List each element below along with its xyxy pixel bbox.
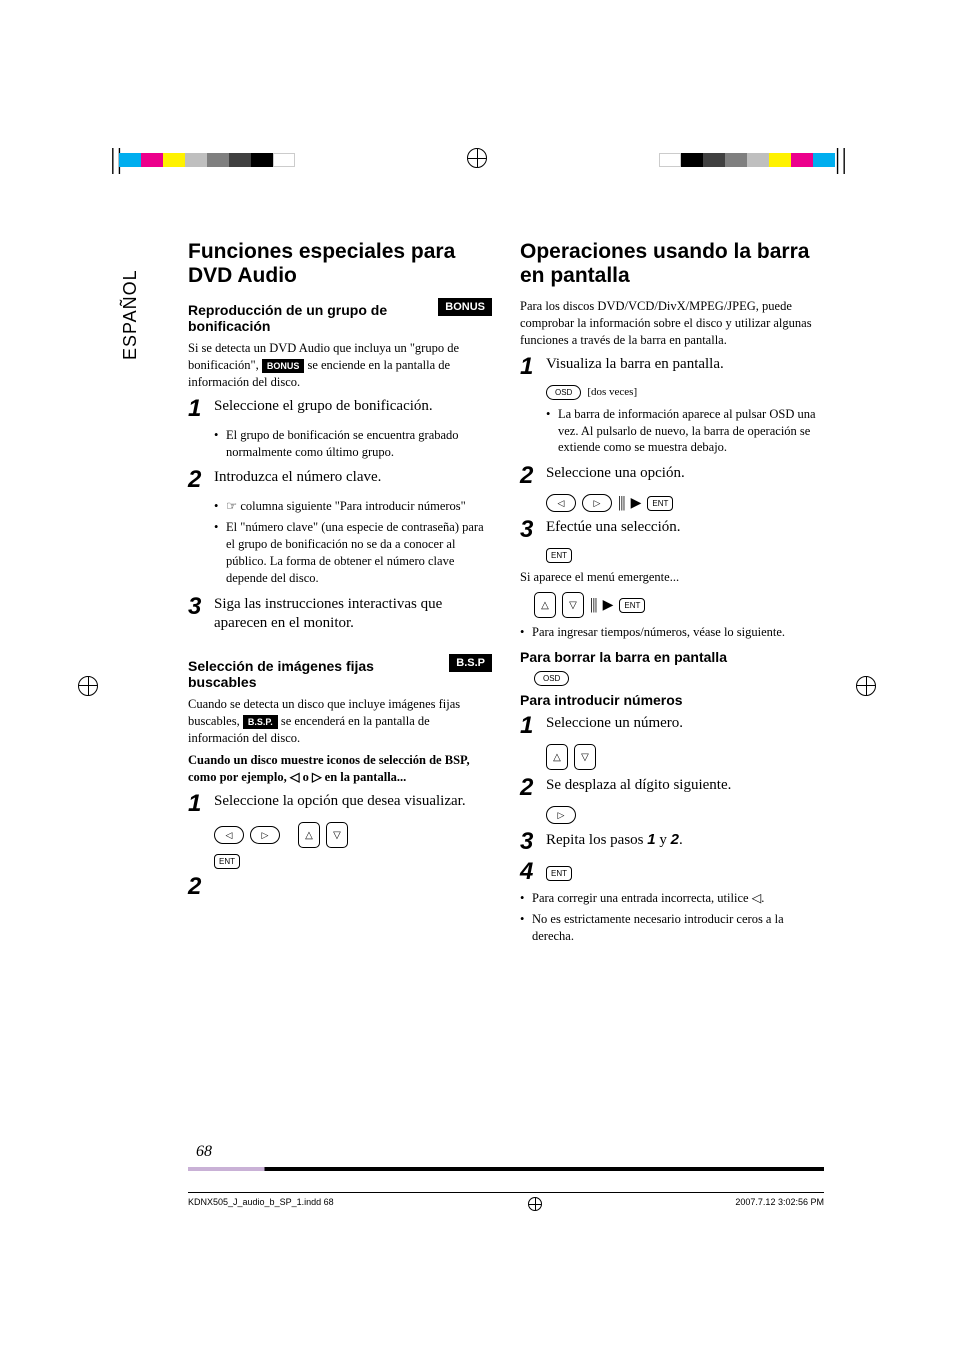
up-button-icon: △: [298, 822, 320, 848]
language-tab: ESPAÑOL: [120, 269, 141, 360]
up-button-icon: △: [546, 744, 568, 770]
registration-mark-left: [78, 676, 98, 696]
crop-lines: | |: [110, 144, 119, 176]
bsp-heading: Selección de imágenes fijas buscables: [188, 658, 441, 690]
color-bar-left: [119, 153, 295, 167]
numbers-heading: Para introducir números: [520, 692, 824, 708]
right-heading: Operaciones usando la barra en pantalla: [520, 240, 824, 288]
bullet: Para corregir una entrada incorrecta, ut…: [520, 890, 824, 907]
popup-text: Si aparece el menú emergente...: [520, 569, 824, 586]
down-button-icon: ▽: [574, 744, 596, 770]
ent-button-icon: ENT: [619, 598, 645, 613]
print-mark-right: | |: [659, 145, 844, 175]
registration-mark-top: [467, 148, 487, 168]
step-number: 1: [188, 397, 206, 421]
bsp-when: Cuando un disco muestre iconos de selecc…: [188, 752, 492, 786]
bsp-inline-badge: B.S.P.: [243, 715, 278, 729]
bsp-intro: Cuando se detecta un disco que incluye i…: [188, 696, 492, 747]
right-column: Operaciones usando la barra en pantalla …: [520, 240, 824, 953]
print-mark-left: | |: [110, 145, 295, 175]
ent-button-icon: ENT: [214, 854, 240, 869]
left-button-icon: ◁: [546, 494, 576, 512]
step-text: Introduzca el número clave.: [214, 468, 381, 488]
footer-file: KDNX505_J_audio_b_SP_1.indd 68: [188, 1197, 334, 1211]
page-number: 68: [196, 1143, 212, 1161]
ent-button-icon: ENT: [647, 496, 673, 511]
color-bar-right: [659, 153, 835, 167]
step-text: Efectúe una selección.: [546, 518, 681, 538]
down-button-icon: ▽: [326, 822, 348, 848]
bullet: No es estrictamente necesario introducir…: [520, 911, 824, 945]
osd-button-icon: OSD: [546, 385, 581, 400]
bullet: El "número clave" (una especie de contra…: [214, 519, 492, 587]
osd-note: [dos veces]: [587, 386, 637, 398]
bullet: El grupo de bonificación se encuentra gr…: [214, 427, 492, 461]
step-number: 3: [188, 595, 206, 619]
step-text: Seleccione un número.: [546, 714, 683, 734]
step-number: 2: [520, 776, 538, 800]
step-number: 1: [188, 792, 206, 816]
right-intro: Para los discos DVD/VCD/DivX/MPEG/JPEG, …: [520, 298, 824, 349]
step-text: Siga las instrucciones interactivas que …: [214, 595, 492, 634]
right-button-icon: ▷: [250, 826, 280, 844]
step-text: Seleccione la opción que desea visualiza…: [214, 792, 466, 812]
bonus-intro: Si se detecta un DVD Audio que incluya u…: [188, 340, 492, 391]
bullet: La barra de información aparece al pulsa…: [546, 406, 824, 457]
bullet: ☞ columna siguiente "Para introducir núm…: [214, 498, 492, 515]
ent-button-icon: ENT: [546, 548, 572, 563]
footer-rule: [188, 1167, 824, 1171]
osd-button-icon: OSD: [534, 671, 569, 686]
step-number: 3: [520, 830, 538, 854]
step-text: Seleccione una opción.: [546, 464, 685, 484]
step-text: Visualiza la barra en pantalla.: [546, 355, 724, 375]
erase-heading: Para borrar la barra en pantalla: [520, 649, 824, 665]
left-column: Funciones especiales para DVD Audio Repr…: [188, 240, 492, 953]
stripes-icon: |||: [590, 596, 597, 614]
footer-date: 2007.7.12 3:02:56 PM: [735, 1197, 824, 1211]
bonus-badge: BONUS: [438, 298, 492, 316]
step-number: 2: [188, 468, 206, 492]
step-text: Seleccione el grupo de bonificación.: [214, 397, 433, 417]
down-button-icon: ▽: [562, 592, 584, 618]
step-number: 2: [188, 875, 206, 899]
page-content: ESPAÑOL Funciones especiales para DVD Au…: [130, 240, 824, 1211]
left-button-icon: ◁: [214, 826, 244, 844]
bsp-badge: B.S.P: [449, 654, 492, 672]
button-row: ◁ ▷ △ ▽: [214, 822, 492, 848]
step-number: 4: [520, 860, 538, 884]
ent-button-icon: ENT: [546, 866, 572, 881]
step-number: 2: [520, 464, 538, 488]
crop-lines: | |: [835, 144, 844, 176]
bonus-heading: Reproducción de un grupo de bonificación: [188, 302, 430, 334]
step-text: Se desplaza al dígito siguiente.: [546, 776, 731, 796]
arrow-icon: ▶: [603, 597, 614, 614]
right-button-icon: ▷: [546, 806, 576, 824]
bonus-inline-badge: BONUS: [262, 359, 305, 373]
arrow-icon: ▶: [631, 495, 642, 512]
registration-mark-right: [856, 676, 876, 696]
right-button-icon: ▷: [582, 494, 612, 512]
step-number: 1: [520, 714, 538, 738]
registration-mark-icon: [528, 1197, 542, 1211]
bullet: Para ingresar tiempos/números, véase lo …: [520, 624, 824, 641]
up-button-icon: △: [534, 592, 556, 618]
step-text: Repita los pasos 1 y 2.: [546, 830, 683, 851]
footer-meta: KDNX505_J_audio_b_SP_1.indd 68 2007.7.12…: [188, 1192, 824, 1211]
step-number: 3: [520, 518, 538, 542]
stripes-icon: |||: [618, 494, 625, 512]
left-heading: Funciones especiales para DVD Audio: [188, 240, 492, 288]
step-number: 1: [520, 355, 538, 379]
